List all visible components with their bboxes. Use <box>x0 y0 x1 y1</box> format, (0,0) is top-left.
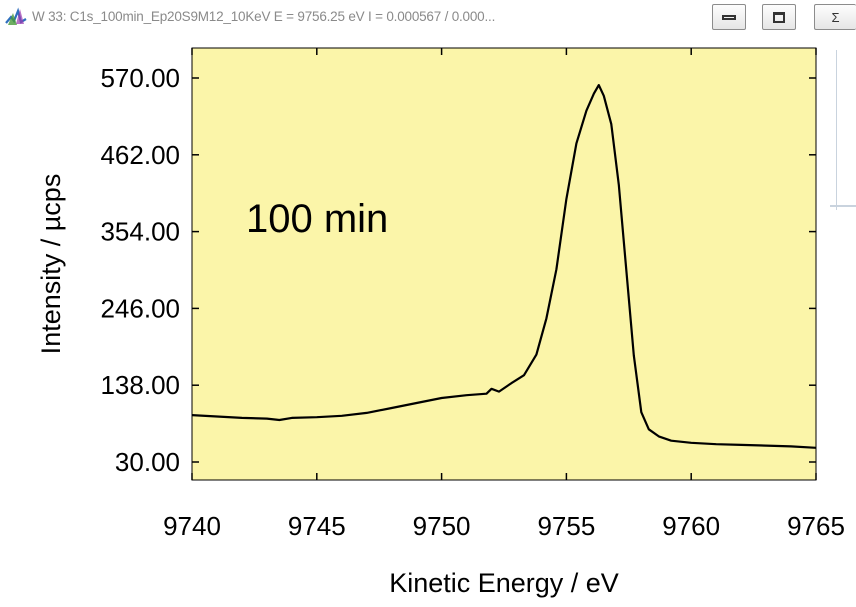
y-tick-label: 462.00 <box>100 140 180 170</box>
x-axis-label: Kinetic Energy / eV <box>389 568 619 598</box>
x-tick-label: 9745 <box>288 511 346 541</box>
minimize-button[interactable] <box>712 4 746 30</box>
y-tick-label: 246.00 <box>100 293 180 323</box>
minimize-icon <box>722 14 736 20</box>
x-tick-label: 9755 <box>537 511 595 541</box>
background-window-edge-bottom <box>830 205 856 207</box>
close-button[interactable]: Σ <box>814 4 856 30</box>
y-tick-label: 138.00 <box>100 370 180 400</box>
plot-area <box>191 47 817 481</box>
y-tick-label: 30.00 <box>115 447 180 477</box>
close-icon: Σ <box>831 9 840 25</box>
y-axis: 30.00 138.00 246.00 354.00 462.00 570.00 <box>100 63 816 477</box>
x-axis: 9740 9745 9750 9755 9760 9765 <box>163 48 845 541</box>
annotation-label: 100 min <box>246 197 388 241</box>
maximize-button[interactable] <box>762 4 796 30</box>
x-tick-label: 9750 <box>413 511 471 541</box>
spectrum-app-icon <box>5 7 27 25</box>
x-tick-label: 9760 <box>662 511 720 541</box>
maximize-icon <box>773 11 785 23</box>
spectrum-line <box>191 84 817 449</box>
y-tick-label: 570.00 <box>100 63 180 93</box>
window-title: W 33: C1s_100min_Ep20S9M12_10KeV E = 975… <box>32 9 496 24</box>
title-bar: W 33: C1s_100min_Ep20S9M12_10KeV E = 975… <box>0 0 856 34</box>
y-axis-label: Intensity / µcps <box>36 174 66 355</box>
x-tick-label: 9740 <box>163 511 221 541</box>
background-window-edge <box>836 50 837 210</box>
x-tick-label: 9765 <box>787 511 845 541</box>
y-tick-label: 354.00 <box>100 217 180 247</box>
